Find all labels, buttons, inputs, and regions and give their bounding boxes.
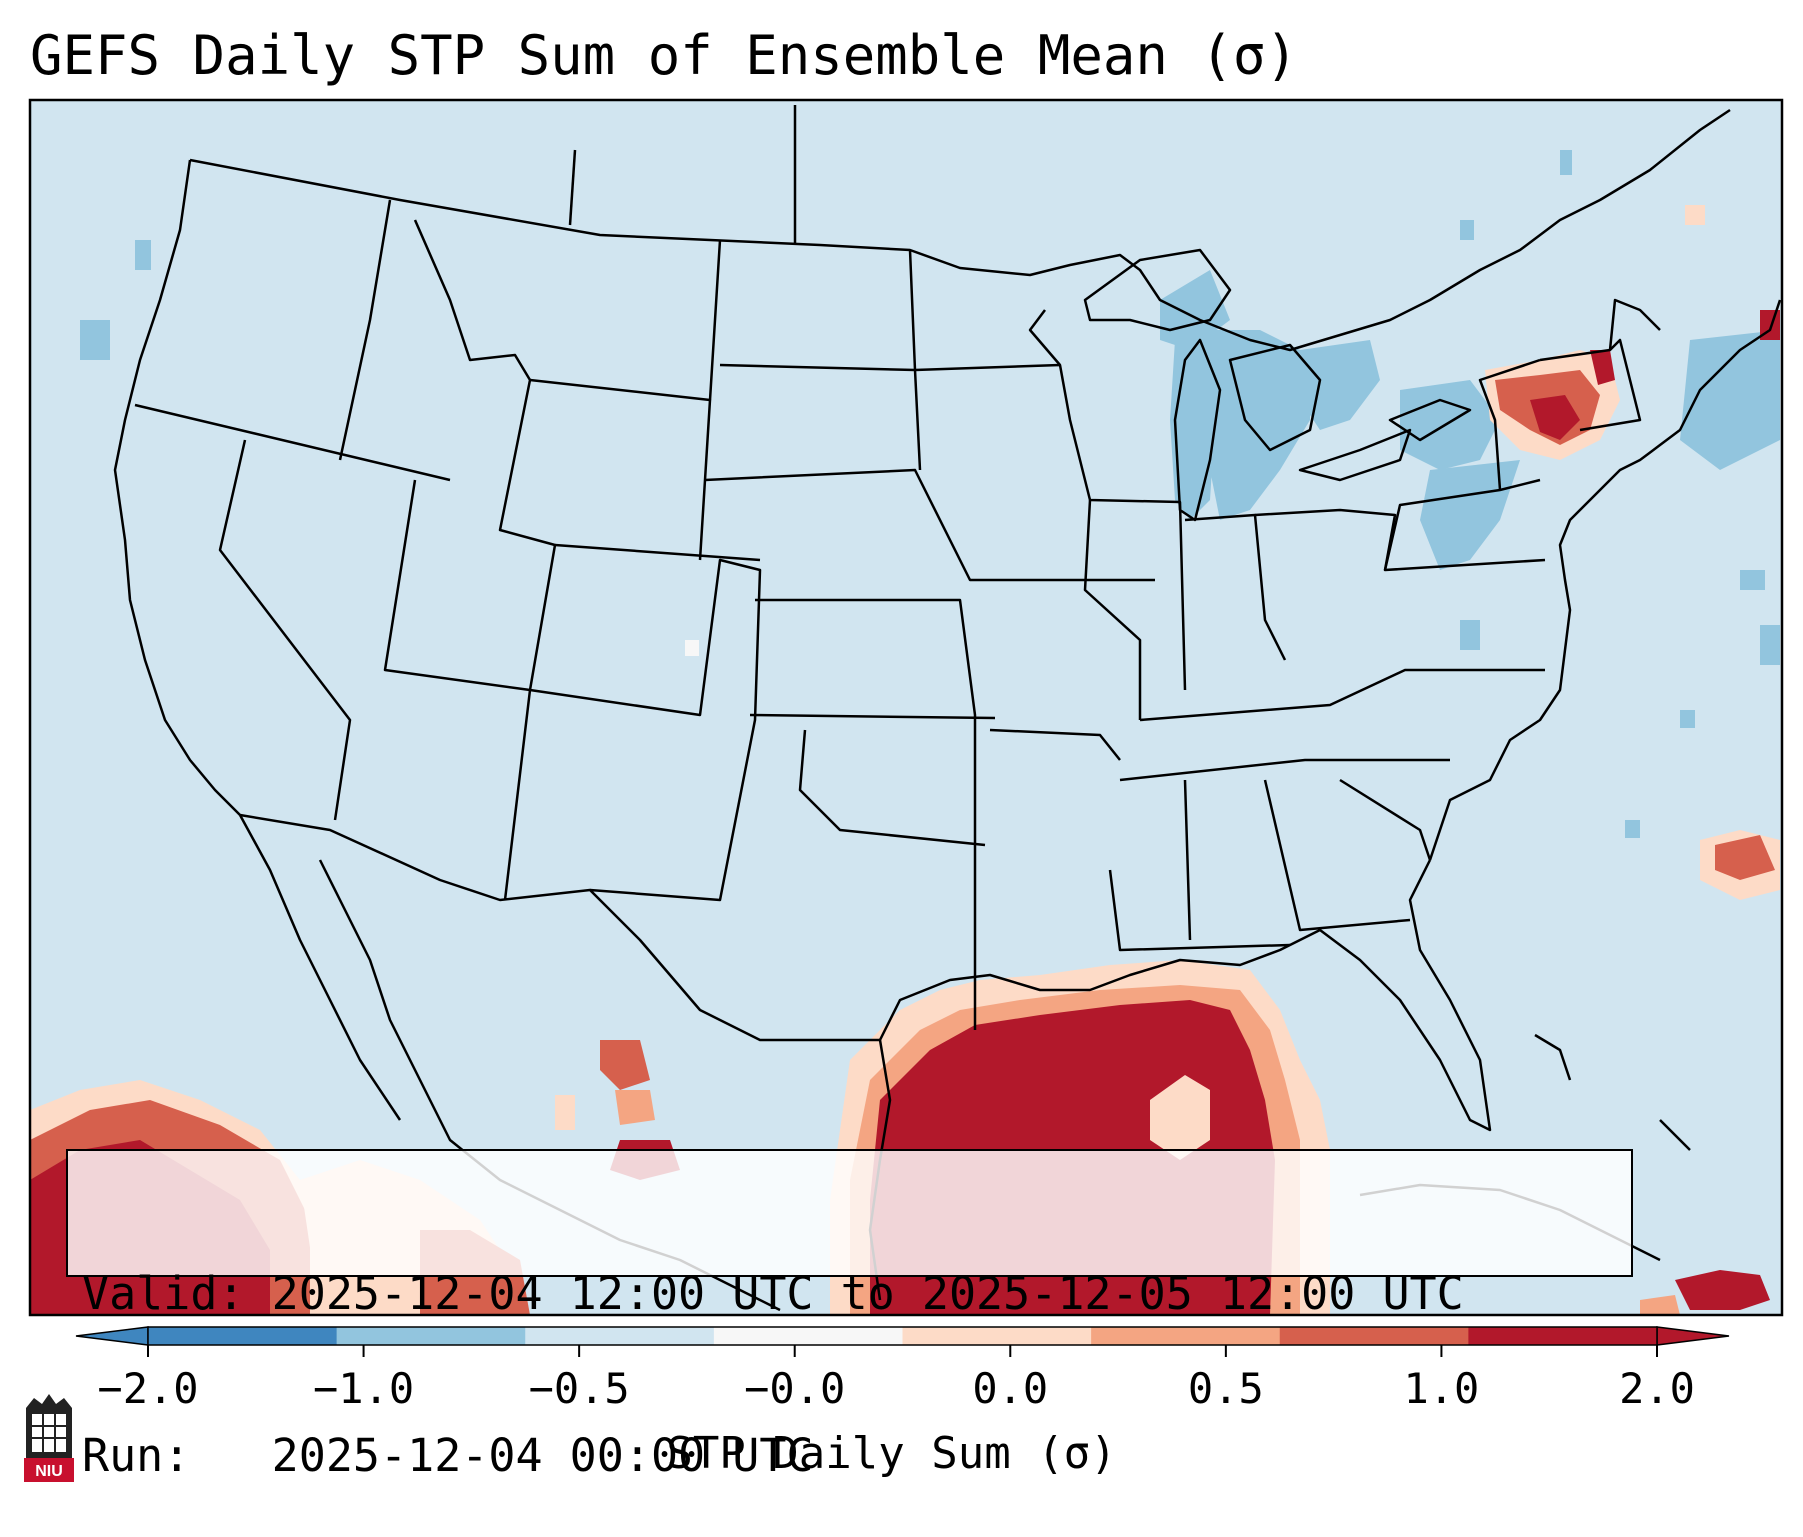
near-zero-fields <box>685 640 699 656</box>
colorbar-tick-label: 2.0 <box>1619 1364 1695 1413</box>
colorbar-tick-label: 0.0 <box>972 1364 1048 1413</box>
colorbar-tick-label: −1.0 <box>313 1364 414 1413</box>
boundaries <box>113 105 1782 1312</box>
colorbar-bin <box>902 1327 1092 1345</box>
run-info-box: Valid: 2025-12-04 12:00 UTC to 2025-12-0… <box>66 1149 1633 1482</box>
colorbar-bin <box>1468 1327 1658 1345</box>
colorbar-tick-label: 1.0 <box>1403 1364 1479 1413</box>
valid-label: Valid: <box>82 1267 245 1320</box>
colorbar-extend-low <box>75 1326 149 1346</box>
colorbar-bin <box>1091 1327 1281 1345</box>
colorbar-extend-high <box>1656 1326 1730 1346</box>
colorbar-frame <box>147 1326 1658 1346</box>
colorbar: −2.0 −1.0 −0.5 −0.0 0.0 0.5 1.0 2.0 <box>75 1326 1730 1413</box>
map-title-overlay: GEFS Daily STP Sum of Ensemble Mean (σ) <box>30 24 1298 87</box>
niu-logo-icon: NIU <box>24 1394 74 1482</box>
colorbar-bin <box>1279 1327 1469 1345</box>
colorbar-tick-label: 0.5 <box>1188 1364 1264 1413</box>
run-value: 2025-12-04 00:00 UTC <box>271 1429 814 1482</box>
negative-anomaly-fields <box>80 150 1780 838</box>
colorbar-tick-label: −2.0 <box>97 1364 198 1413</box>
colorbar-tick-label: −0.5 <box>529 1364 630 1413</box>
colorbar-tick-label: −0.0 <box>744 1364 845 1413</box>
colorbar-bin <box>336 1327 526 1345</box>
colorbar-label: STP Daily Sum (σ) <box>666 1428 1117 1479</box>
colorbar-bin <box>525 1327 715 1345</box>
colorbar-bin <box>148 1327 338 1345</box>
valid-line: Valid: 2025-12-04 12:00 UTC to 2025-12-0… <box>82 1267 1617 1321</box>
valid-value: 2025-12-04 12:00 UTC to 2025-12-05 12:00… <box>271 1267 1464 1320</box>
run-line: Run: 2025-12-04 00:00 UTC <box>82 1429 1617 1483</box>
colorbar-bin <box>713 1327 903 1345</box>
run-label: Run: <box>82 1429 191 1482</box>
map-frame <box>28 98 1784 1317</box>
logo-text: NIU <box>35 1463 63 1480</box>
